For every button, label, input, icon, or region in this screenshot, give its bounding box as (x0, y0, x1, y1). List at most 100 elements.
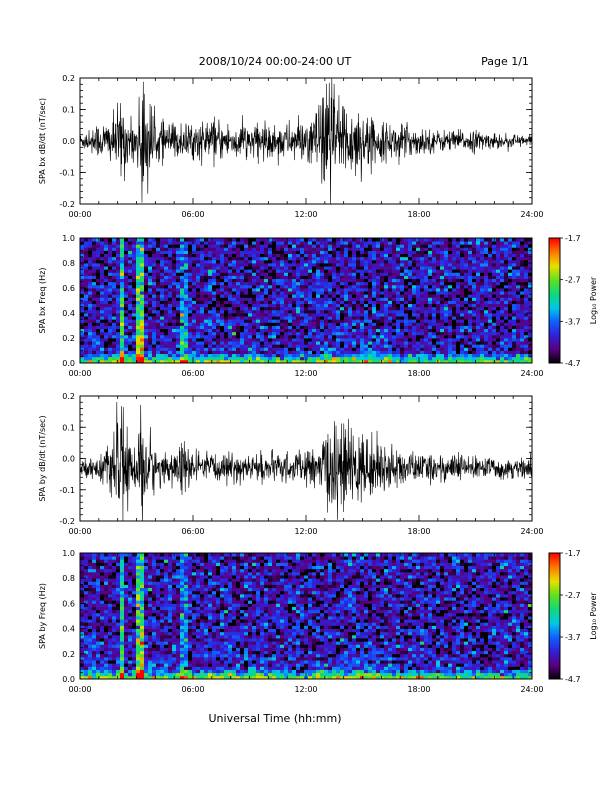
spectrogram-cell (332, 288, 337, 292)
spectrogram-cell (88, 650, 93, 655)
spectrogram-cell (236, 331, 241, 336)
spectrogram-cell (320, 238, 325, 242)
spectrogram-cell (184, 288, 189, 292)
spectrogram-cell (248, 284, 253, 289)
spectrogram-cell (524, 259, 529, 264)
spectrogram-cell (152, 278, 157, 283)
spectrogram-cell (92, 334, 97, 339)
spectrogram-cell (256, 322, 261, 326)
spectrogram-cell (216, 338, 221, 342)
spectrogram-cell (476, 272, 481, 276)
spectrogram-cell (408, 288, 413, 292)
spectrogram-cell (388, 353, 393, 358)
spectrogram-cell (516, 278, 521, 283)
spectrogram-cell (92, 353, 97, 358)
spectrogram-cell (156, 288, 161, 292)
spectrogram-cell (220, 325, 225, 330)
spectrogram-cell (212, 269, 217, 273)
spectrogram-cell (88, 284, 93, 289)
spectrogram-cell (176, 347, 181, 351)
spectrogram-cell (288, 250, 293, 255)
spectrogram-cell (292, 353, 297, 358)
spectrogram-cell (148, 359, 153, 363)
spectrogram-cell (132, 250, 137, 255)
spectrogram-cell (132, 241, 137, 245)
spectrogram-cell (516, 344, 521, 348)
spectrogram-cell (332, 266, 337, 270)
spectrogram-cell (432, 338, 437, 342)
spectrogram-cell (104, 353, 109, 358)
spectrogram-cell (508, 359, 513, 363)
spectrogram-cell (392, 306, 397, 311)
spectrogram-cell (432, 278, 437, 283)
spectrogram-cell (284, 316, 289, 320)
spectrogram-cell (232, 244, 237, 248)
spectrogram-cell (436, 347, 441, 351)
spectrogram-cell (428, 247, 433, 251)
spectrogram-cell (396, 284, 401, 289)
spectrogram-cell (520, 281, 525, 286)
spectrogram-cell (384, 350, 389, 355)
spectrogram-cell (256, 328, 261, 333)
spectrogram-cell (420, 291, 425, 295)
spectrogram-cell (260, 306, 265, 311)
spectrogram-cell (496, 319, 501, 323)
spectrogram-cell (268, 281, 273, 286)
spectrogram-cell (380, 281, 385, 286)
spectrogram-cell (348, 291, 353, 295)
spectrogram-cell (148, 238, 153, 242)
spectrogram-cell (168, 316, 173, 320)
spectrogram-cell (284, 284, 289, 289)
spectrogram-cell (288, 300, 293, 305)
spectrogram-cell (436, 291, 441, 295)
spectrogram-cell (332, 344, 337, 348)
spectrogram-cell (156, 291, 161, 295)
spectrogram-cell (292, 275, 297, 280)
spectrogram-cell (216, 272, 221, 276)
spectrogram-cell (416, 334, 421, 339)
spectrogram-cell (480, 247, 485, 251)
spectrogram-cell (212, 341, 217, 345)
spectrogram-cell (472, 306, 477, 311)
spectrogram-cell (324, 272, 329, 276)
spectrogram-cell (400, 344, 405, 348)
spectrogram-cell (92, 347, 97, 351)
spectrogram-cell (168, 356, 173, 361)
spectrogram-cell (88, 656, 93, 661)
spectrogram-cell (328, 291, 333, 295)
spectrogram-cell (484, 306, 489, 311)
spectrogram-cell (264, 266, 269, 270)
spectrogram-cell (236, 325, 241, 330)
spectrogram-cell (176, 341, 181, 345)
x-tick-label: 00:00 (68, 210, 91, 219)
spectrogram-cell (220, 256, 225, 261)
spectrogram-cell (128, 306, 133, 311)
spectrogram-cell (388, 278, 393, 283)
spectrogram-cell (512, 344, 517, 348)
spectrogram-cell (140, 241, 145, 245)
spectrogram-cell (228, 284, 233, 289)
spectrogram-cell (120, 328, 125, 333)
spectrogram-cell (228, 300, 233, 305)
spectrogram-cell (488, 288, 493, 292)
spectrogram-cell (492, 294, 497, 298)
spectrogram-cell (248, 319, 253, 323)
spectrogram-cell (376, 344, 381, 348)
spectrogram-cell (288, 288, 293, 292)
spectrogram-cell (348, 344, 353, 348)
spectrogram-cell (512, 259, 517, 264)
spectrogram-cell (136, 253, 141, 258)
spectrogram-cell (264, 288, 269, 292)
spectrogram-cell (428, 281, 433, 286)
spectrogram-cell (472, 294, 477, 298)
spectrogram-cell (380, 356, 385, 361)
spectrogram-cell (396, 238, 401, 242)
spectrogram-cell (184, 334, 189, 339)
spectrogram-cell (496, 284, 501, 289)
spectrogram-cell (248, 331, 253, 336)
spectrogram-cell (324, 303, 329, 308)
spectrogram-cell (512, 263, 517, 267)
spectrogram-cell (200, 241, 205, 245)
spectrogram-cell (248, 275, 253, 280)
spectrogram-cell (320, 322, 325, 326)
